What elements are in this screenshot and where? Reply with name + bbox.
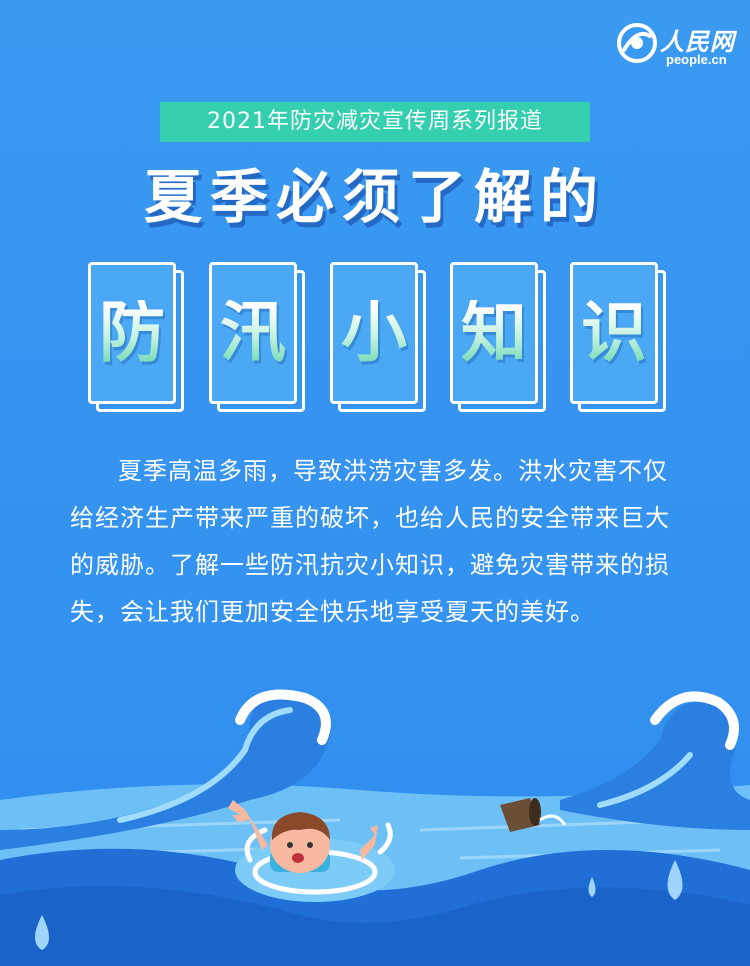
- people-logo-icon: [617, 23, 657, 63]
- people-cn-logo: 人民网 people.cn: [616, 20, 734, 68]
- series-banner: 2021年防灾减灾宣传周系列报道: [160, 102, 590, 142]
- card-character: 防: [99, 294, 165, 371]
- rain-drop: [35, 915, 49, 950]
- rain-drop: [667, 860, 683, 900]
- title-card: 知: [450, 262, 546, 412]
- logo-domain: people.cn: [666, 52, 727, 67]
- floating-bucket: [500, 798, 567, 832]
- rain-drop: [588, 877, 596, 897]
- card-character: 汛: [220, 294, 286, 371]
- flood-scene-illustration: [0, 689, 750, 966]
- right-wave: [560, 701, 750, 830]
- card-character: 知: [461, 294, 527, 371]
- sea-stripes: [19, 818, 721, 860]
- intro-paragraph: 夏季高温多雨，导致洪涝灾害多发。洪水灾害不仅给经济生产带来严重的破坏，也给人民的…: [70, 457, 670, 626]
- card-character: 识: [581, 294, 647, 371]
- title-card: 识: [570, 262, 666, 412]
- child-in-water: [228, 800, 378, 873]
- main-title: 夏季必须了解的: [143, 163, 606, 231]
- title-cards: 防 汛 小 知 识: [0, 262, 750, 422]
- title-card: 防: [88, 262, 184, 412]
- title-card: 小: [330, 262, 426, 412]
- card-character: 小: [341, 294, 407, 371]
- title-card: 汛: [209, 262, 305, 412]
- left-wave: [0, 693, 331, 850]
- logo-name: 人民网: [660, 27, 735, 56]
